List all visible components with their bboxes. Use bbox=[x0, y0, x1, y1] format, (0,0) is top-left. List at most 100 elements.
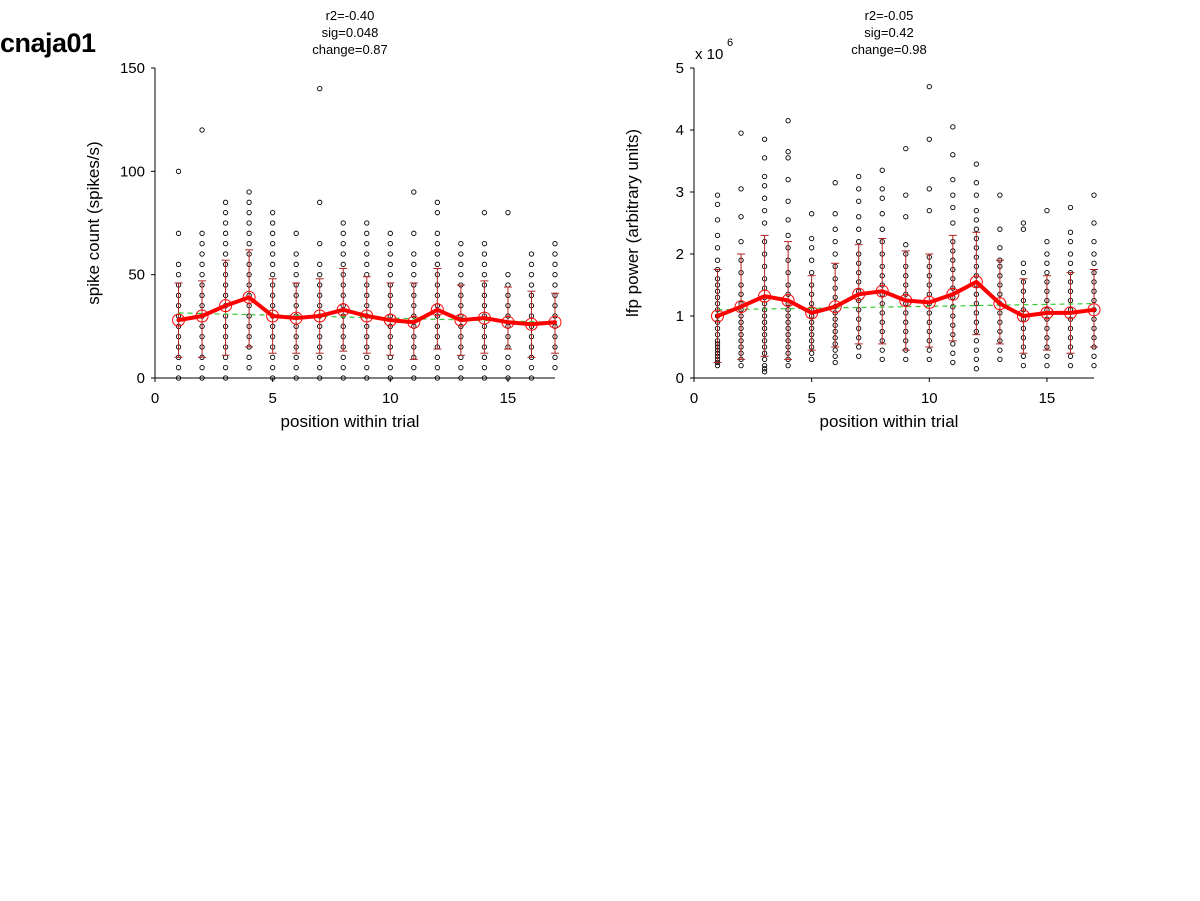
data-point bbox=[1044, 251, 1050, 257]
data-point bbox=[832, 359, 838, 366]
data-point bbox=[246, 365, 252, 371]
data-point bbox=[269, 261, 276, 267]
data-point bbox=[785, 198, 791, 204]
mean-marker bbox=[548, 315, 562, 329]
chart-title-line: r2=-0.05 bbox=[865, 8, 914, 23]
data-point bbox=[411, 365, 417, 371]
data-point bbox=[293, 230, 299, 236]
axis-multiplier-label: x 10 bbox=[695, 46, 723, 63]
x-tick-label: 10 bbox=[382, 390, 399, 407]
data-point bbox=[481, 210, 488, 216]
data-point bbox=[246, 210, 252, 216]
data-point bbox=[434, 230, 441, 236]
data-point bbox=[832, 211, 838, 217]
chart-panel-1: 0 50 100 150 0 5 10 15 position within trial spik… bbox=[84, 8, 562, 431]
data-point bbox=[505, 365, 511, 371]
x-tick-label: 0 bbox=[690, 390, 698, 407]
x-tick-label: 10 bbox=[921, 390, 938, 407]
data-point bbox=[856, 173, 862, 180]
mean-marker bbox=[501, 315, 515, 329]
data-point bbox=[785, 217, 791, 223]
mean-marker bbox=[219, 299, 233, 313]
y-tick-label: 5 bbox=[676, 60, 684, 77]
x-tick-label: 15 bbox=[1039, 390, 1056, 407]
data-point bbox=[387, 365, 393, 371]
data-point bbox=[879, 347, 885, 353]
data-point bbox=[879, 195, 885, 201]
data-point bbox=[856, 198, 862, 204]
data-point bbox=[458, 251, 464, 257]
data-point bbox=[1020, 362, 1027, 369]
data-point bbox=[973, 366, 980, 372]
data-point bbox=[222, 241, 229, 247]
data-point bbox=[199, 272, 205, 278]
data-point bbox=[879, 226, 885, 232]
data-point bbox=[528, 365, 535, 371]
data-point bbox=[926, 186, 932, 192]
y-tick-label: 1 bbox=[676, 308, 684, 325]
data-point bbox=[269, 272, 276, 278]
data-point bbox=[222, 210, 229, 216]
data-point bbox=[903, 356, 909, 363]
data-point bbox=[785, 176, 791, 183]
chart-title-line: sig=0.048 bbox=[322, 25, 379, 40]
data-point bbox=[552, 354, 558, 360]
y-axis-label: lfp power (arbitrary units) bbox=[623, 129, 642, 317]
data-point bbox=[973, 180, 980, 186]
data-point bbox=[856, 226, 862, 232]
data-point bbox=[1067, 251, 1074, 257]
data-point bbox=[552, 365, 558, 371]
data-point bbox=[528, 272, 535, 278]
data-point bbox=[714, 245, 721, 251]
data-point bbox=[528, 282, 535, 288]
data-point bbox=[340, 220, 346, 226]
data-point bbox=[411, 261, 417, 267]
data-point bbox=[293, 354, 299, 360]
data-point bbox=[199, 375, 205, 381]
data-point bbox=[926, 347, 932, 353]
data-point bbox=[481, 261, 488, 267]
data-point bbox=[761, 155, 768, 161]
data-point bbox=[903, 192, 909, 198]
data-point bbox=[1091, 353, 1097, 359]
data-point bbox=[808, 257, 815, 263]
data-point bbox=[199, 127, 205, 133]
data-point bbox=[411, 375, 417, 381]
mean-marker bbox=[1087, 303, 1101, 317]
data-point bbox=[761, 362, 768, 369]
y-tick-label: 0 bbox=[137, 370, 145, 387]
data-point bbox=[505, 272, 511, 278]
data-point bbox=[481, 375, 488, 381]
data-point bbox=[434, 251, 441, 257]
data-point bbox=[317, 199, 323, 205]
data-point bbox=[832, 251, 838, 257]
data-point bbox=[856, 214, 862, 220]
data-point bbox=[832, 238, 838, 245]
axis-multiplier-exponent: 6 bbox=[727, 37, 733, 49]
mean-marker bbox=[734, 300, 748, 314]
data-point bbox=[434, 375, 441, 381]
data-point bbox=[761, 136, 768, 142]
data-point bbox=[458, 365, 464, 371]
data-point bbox=[222, 251, 229, 257]
mean-marker bbox=[477, 311, 491, 325]
data-point bbox=[903, 214, 909, 220]
data-point bbox=[1044, 362, 1050, 369]
data-point bbox=[973, 207, 980, 214]
mean-marker bbox=[407, 315, 421, 329]
mean-marker bbox=[993, 297, 1007, 311]
y-axis-label: spike count (spikes/s) bbox=[84, 141, 103, 304]
data-point bbox=[481, 354, 488, 360]
figure-label: cnaja01 bbox=[0, 28, 96, 58]
data-point bbox=[738, 186, 744, 192]
data-point bbox=[973, 226, 980, 232]
data-point bbox=[222, 365, 229, 371]
data-point bbox=[1044, 238, 1050, 245]
data-point bbox=[950, 341, 956, 347]
data-point bbox=[222, 375, 229, 381]
data-point bbox=[714, 217, 721, 223]
mean-marker bbox=[172, 313, 186, 327]
chart-title-line: r2=-0.40 bbox=[326, 8, 375, 23]
data-point bbox=[950, 124, 956, 130]
data-point bbox=[950, 204, 956, 211]
